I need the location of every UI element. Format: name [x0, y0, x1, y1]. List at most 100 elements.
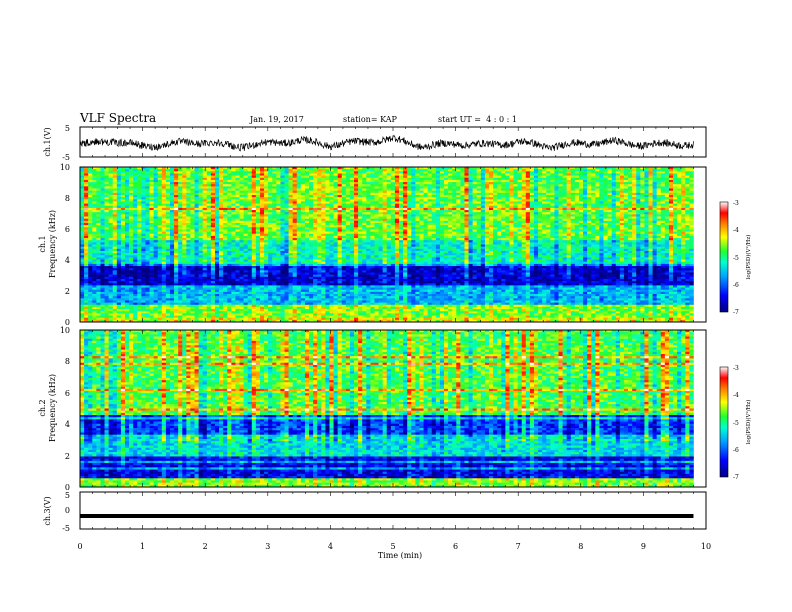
spectrogram-cell	[124, 197, 130, 200]
spectrogram-cell	[239, 177, 244, 181]
spectrogram-cell	[210, 173, 216, 176]
spectrogram-cell	[272, 169, 277, 172]
spectrogram-cell	[296, 222, 302, 226]
spectrogram-cell	[321, 186, 326, 189]
spectrogram-cell	[194, 214, 199, 217]
spectrogram-cell	[399, 231, 404, 235]
spectrogram-cell	[206, 216, 212, 219]
spectrogram-cell	[124, 225, 130, 228]
spectrogram-cell	[607, 210, 612, 213]
spectrogram-cell	[538, 229, 543, 232]
spectrogram-cell	[280, 235, 285, 239]
spectrogram-cell	[505, 220, 510, 224]
spectrogram-cell	[689, 179, 694, 183]
spectrogram-cell	[513, 216, 518, 219]
spectrogram-cell	[137, 175, 142, 179]
spectrogram-cell	[509, 175, 514, 179]
spectrogram-cell	[464, 227, 469, 230]
spectrogram-cell	[112, 225, 118, 228]
spectrogram-cell	[235, 167, 240, 170]
spectrogram-cell	[615, 186, 621, 189]
spectrogram-cell	[137, 190, 142, 194]
spectrogram-cell	[521, 222, 527, 226]
spectrogram-cell	[182, 233, 187, 237]
spectrogram-cell	[615, 169, 621, 172]
spectrogram-cell	[206, 227, 212, 230]
spectrogram-cell	[484, 201, 490, 204]
spectrogram-cell	[243, 188, 248, 191]
spectrogram-cell	[480, 179, 486, 183]
spectrogram-cell	[341, 220, 347, 224]
spectrogram-cell	[595, 197, 600, 200]
spectrogram-cell	[80, 222, 85, 226]
spectrogram-cell	[484, 186, 490, 189]
spectrogram-cell	[578, 169, 584, 172]
spectrogram-cell	[685, 222, 690, 226]
spectrogram-cell	[206, 212, 212, 215]
spectrogram-cell	[214, 225, 220, 228]
spectrogram-cell	[80, 212, 85, 215]
spectrogram-cell	[104, 167, 109, 170]
spectrogram-cell	[104, 203, 109, 207]
spectrogram-cell	[595, 175, 600, 179]
spectrogram-cell	[538, 214, 543, 217]
spectrogram-cell	[587, 194, 592, 198]
spectrogram-cell	[444, 229, 449, 232]
spectrogram-cell	[578, 192, 584, 196]
spectrogram-cell	[591, 173, 596, 176]
spectrogram-cell	[644, 177, 649, 181]
spectrogram-cell	[337, 199, 343, 202]
spectrogram-cell	[501, 194, 506, 198]
spectrogram-cell	[509, 184, 514, 187]
spectrogram-cell	[623, 212, 629, 215]
spectrogram-cell	[468, 167, 473, 170]
spectrogram-cell	[685, 220, 690, 224]
spectrogram-cell	[513, 231, 518, 235]
spectrogram-cell	[268, 210, 273, 213]
spectrogram-cell	[178, 207, 183, 211]
spectrogram-cell	[607, 205, 612, 209]
spectrogram-cell	[583, 212, 588, 215]
spectrogram-cell	[464, 194, 469, 198]
spectrogram-cell	[509, 201, 514, 204]
spectrogram-cell	[497, 169, 502, 172]
spectrogram-cell	[329, 184, 334, 187]
spectrogram-cell	[431, 184, 437, 187]
spectrogram-cell	[272, 229, 277, 232]
spectrogram-cell	[272, 203, 277, 207]
spectrogram-cell	[100, 227, 105, 230]
spectrogram-cell	[456, 214, 461, 217]
spectrogram-cell	[325, 231, 330, 235]
spectrogram-cell	[664, 182, 670, 185]
spectrogram-cell	[525, 205, 531, 209]
spectrogram-cell	[174, 173, 179, 176]
spectrogram-cell	[255, 231, 261, 235]
spectrogram-cell	[133, 167, 138, 170]
spectrogram-cell	[542, 175, 547, 179]
spectrogram-cell	[472, 229, 478, 232]
spectrogram-cell	[501, 175, 506, 179]
spectrogram-cell	[668, 201, 674, 204]
spectrogram-cell	[321, 177, 326, 181]
spectrogram-cell	[296, 173, 302, 176]
spectrogram-cell	[280, 175, 285, 179]
spectrogram-cell	[243, 182, 248, 185]
spectrogram-cell	[133, 207, 138, 211]
spectrogram-cell	[100, 216, 105, 219]
spectrogram-cell	[378, 194, 383, 198]
spectrogram-cell	[268, 194, 273, 198]
spectrogram-cell	[292, 199, 298, 202]
spectrogram-cell	[264, 231, 269, 235]
spectrogram-cell	[88, 190, 93, 194]
spectrogram-cell	[423, 214, 428, 217]
spectrogram-cell	[415, 197, 420, 200]
spectrogram-cell	[599, 201, 604, 204]
spectrogram-cell	[488, 194, 494, 198]
spectrogram-cell	[145, 171, 150, 174]
spectrogram-cell	[223, 197, 228, 200]
spectrogram-cell	[157, 222, 163, 226]
spectrogram-cell	[513, 194, 518, 198]
spectrogram-cell	[186, 218, 191, 222]
spectrogram-cell	[619, 184, 625, 187]
spectrogram-cell	[321, 197, 326, 200]
